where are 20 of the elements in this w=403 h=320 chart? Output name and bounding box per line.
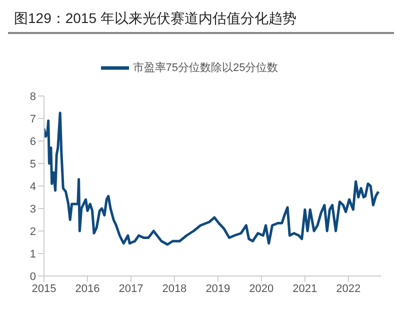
y-tick-label: 4 — [30, 180, 36, 193]
legend-label: 市盈率75分位数除以25分位数 — [132, 62, 278, 74]
x-tick-label: 2018 — [162, 282, 187, 295]
x-tick-label: 2020 — [249, 282, 274, 295]
x-tick-label: 2017 — [118, 282, 144, 295]
y-tick-label: 2 — [30, 226, 36, 238]
chart-title: 图129：2015 年以来光伏赛道内估值分化趋势 — [8, 8, 394, 34]
x-tick-label: 2021 — [292, 282, 318, 295]
y-tick-label: 3 — [30, 203, 36, 216]
x-tick-label: 2015 — [32, 282, 56, 295]
x-tick-label: 2022 — [336, 282, 361, 295]
y-tick-label: 0 — [30, 270, 36, 283]
x-tick-label: 2019 — [206, 282, 230, 295]
y-tick-label: 8 — [30, 90, 36, 103]
x-tick-label: 2016 — [75, 282, 100, 295]
y-tick-label: 7 — [30, 113, 36, 126]
y-tick-label: 5 — [30, 158, 36, 170]
line-series — [44, 112, 380, 246]
y-tick-label: 6 — [30, 136, 36, 148]
y-tick-label: 1 — [30, 248, 36, 260]
